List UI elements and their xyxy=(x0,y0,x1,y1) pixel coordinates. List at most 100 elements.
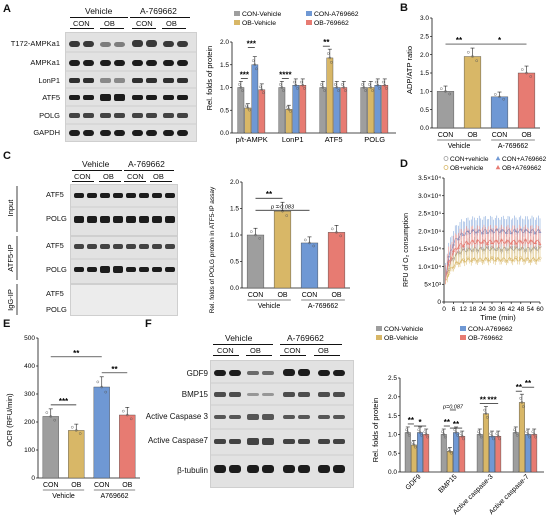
blot-label-gdf9: GDF9 xyxy=(186,369,208,378)
data-point xyxy=(498,95,501,99)
band xyxy=(214,392,226,397)
band xyxy=(177,41,188,47)
panel-f-chart: Rel. folds of protein CON-Vehicle CON-A76… xyxy=(371,326,544,516)
y-tick-label: 0.0 xyxy=(230,285,239,292)
panel-a-blot: Vehicle A-769662 CON OB CON OB T172-AMPK… xyxy=(0,0,200,145)
x-tick-label: 24 xyxy=(479,306,487,313)
band xyxy=(132,113,143,118)
data-point xyxy=(312,244,315,248)
data-point xyxy=(374,80,378,84)
y-tick-label: 100 xyxy=(24,447,35,454)
data-point xyxy=(442,433,446,436)
bar xyxy=(326,57,334,134)
band xyxy=(100,266,110,273)
data-point xyxy=(521,405,525,408)
band xyxy=(163,95,174,100)
sub-label-con: CON xyxy=(73,19,90,28)
significance-label: ** xyxy=(525,379,532,388)
y-tick-label: 2.0 xyxy=(220,39,229,46)
legend-label: CON+vehicle xyxy=(450,156,489,163)
x-tick-label: CON xyxy=(438,132,454,139)
data-point xyxy=(440,87,443,90)
data-point xyxy=(525,430,528,434)
y-tick-label: 2.0 xyxy=(388,394,397,401)
data-point xyxy=(104,390,108,394)
section-igg-ip: IgG-IP xyxy=(6,289,15,311)
bar xyxy=(518,402,525,473)
significance-label: *** xyxy=(59,397,69,406)
y-axis-label: Rel. folds of POLG protein in ATF5-IP as… xyxy=(209,186,216,313)
legend-label: OB-Vehicle xyxy=(384,335,418,342)
data-point xyxy=(289,110,292,113)
data-point xyxy=(490,434,494,438)
panel-label-c: C xyxy=(3,150,11,162)
blot-label-caspase7: Active Caspase7 xyxy=(147,436,208,445)
band xyxy=(114,130,125,136)
y-tick-label: 1.5 xyxy=(388,413,397,420)
band xyxy=(100,130,111,136)
data-point xyxy=(301,83,305,87)
bar xyxy=(531,434,538,473)
data-point xyxy=(411,441,414,445)
blot-label-bmp15: BMP15 xyxy=(181,390,208,399)
series-OB+vehicle xyxy=(445,245,542,285)
sub-label-ob: OB xyxy=(103,172,114,181)
panel-b-chart: ADP/ATP ratio 0.0 0.5 1.0 1.5 2.0 2.5 3.0 CON OB… xyxy=(405,15,540,150)
bar xyxy=(273,210,292,289)
band xyxy=(152,244,162,249)
y-tick-label: 1.0 xyxy=(388,432,397,439)
band xyxy=(100,193,110,198)
band xyxy=(69,95,80,100)
x-tick-label: GDF9 xyxy=(405,473,423,491)
band xyxy=(247,371,259,375)
bar xyxy=(423,434,430,473)
band xyxy=(318,439,330,444)
data-point xyxy=(361,83,364,86)
significance-label: ** xyxy=(444,418,451,427)
blot-label-polg: POLG xyxy=(39,111,60,120)
band xyxy=(333,370,345,376)
x-tick-label: CON xyxy=(43,482,59,489)
x-tick-label: LonP1 xyxy=(282,135,304,144)
data-point xyxy=(485,416,489,419)
band xyxy=(74,267,84,272)
y-tick-label: 1.0×10⁴ xyxy=(418,264,441,271)
data-point xyxy=(238,83,241,86)
band xyxy=(74,244,84,249)
band xyxy=(247,465,259,473)
data-point xyxy=(381,80,385,84)
sub-label-con: CON xyxy=(284,346,301,355)
x-tick-label: OB xyxy=(122,482,132,489)
band xyxy=(229,439,241,444)
panel-c-chart: Rel. folds of POLG protein in ATF5-IP as… xyxy=(209,179,350,313)
band xyxy=(229,465,241,473)
significance-label: *** xyxy=(240,70,250,79)
blot-label-polg: POLG xyxy=(46,265,67,274)
data-point xyxy=(495,432,499,435)
data-point xyxy=(483,408,486,412)
band xyxy=(87,267,97,272)
data-point xyxy=(417,428,420,432)
bar xyxy=(489,436,495,473)
x-tick-label: CON xyxy=(302,292,318,299)
band xyxy=(114,42,125,47)
series-line xyxy=(445,228,541,277)
blot-image xyxy=(70,236,178,284)
y-tick-label: 1.0 xyxy=(220,85,229,92)
data-point xyxy=(528,435,531,439)
data-point xyxy=(49,415,53,418)
bar xyxy=(285,109,293,134)
band xyxy=(69,113,80,118)
y-axis-label: Rel. folds of protein xyxy=(371,398,380,463)
data-point xyxy=(364,89,367,92)
band xyxy=(126,244,136,249)
band xyxy=(100,113,111,118)
band xyxy=(247,438,259,445)
x-tick-label: 12 xyxy=(460,306,468,313)
y-tick-label: 1.5 xyxy=(220,62,229,69)
panel-label-e: E xyxy=(3,318,11,330)
band xyxy=(333,439,345,444)
band xyxy=(283,392,295,397)
data-point xyxy=(251,59,255,62)
x-tick-label: CON xyxy=(248,292,264,299)
